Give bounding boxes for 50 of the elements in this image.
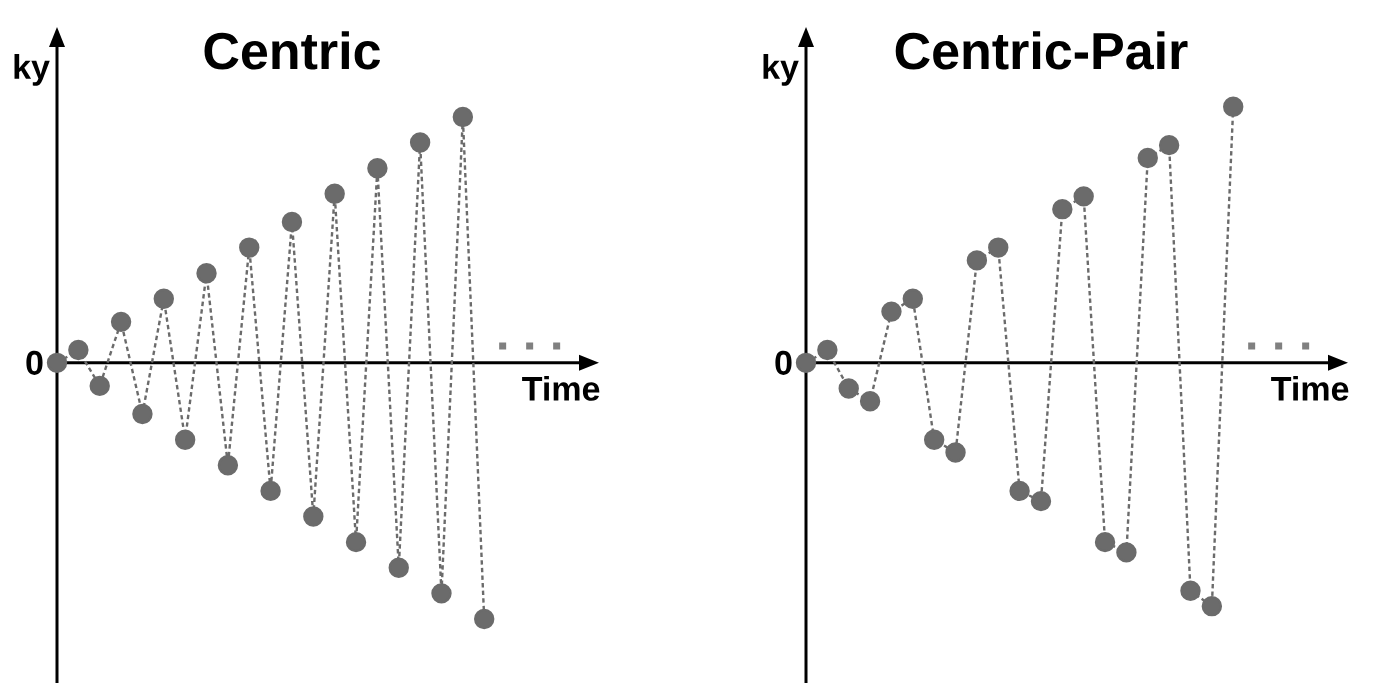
point <box>859 391 881 412</box>
point <box>1116 542 1137 563</box>
point <box>1180 580 1201 601</box>
point <box>388 557 409 578</box>
point <box>452 106 474 128</box>
point <box>68 339 89 361</box>
point <box>1009 480 1030 502</box>
point <box>474 608 495 630</box>
point <box>923 429 945 450</box>
point <box>239 237 260 258</box>
y-axis-title: ky <box>763 54 799 86</box>
point <box>174 429 196 450</box>
point <box>345 531 367 553</box>
y-axis-title: ky <box>14 54 50 86</box>
point <box>1158 134 1180 156</box>
text: 0 <box>775 350 792 375</box>
point <box>431 583 452 604</box>
point <box>1137 147 1158 169</box>
point <box>367 157 388 179</box>
point <box>281 211 303 233</box>
x-axis-title: Time <box>522 375 600 401</box>
point <box>881 301 902 322</box>
point <box>196 263 217 284</box>
point <box>89 375 110 397</box>
point <box>132 403 153 425</box>
point <box>817 339 838 361</box>
x-axis-title: Time <box>1271 375 1349 401</box>
point <box>1052 198 1073 220</box>
point <box>838 378 859 399</box>
point <box>988 237 1009 258</box>
point <box>1073 186 1094 207</box>
chart-title: Centric <box>204 31 381 70</box>
point <box>795 352 817 374</box>
point <box>945 442 966 463</box>
point <box>303 506 324 527</box>
point <box>1094 531 1116 553</box>
point <box>217 455 239 476</box>
point <box>966 250 988 271</box>
point <box>1030 490 1052 512</box>
point <box>46 352 68 374</box>
chart-title: Centric-Pair <box>895 31 1188 70</box>
point <box>324 183 345 204</box>
point <box>153 288 174 309</box>
point <box>409 132 431 153</box>
point <box>902 288 923 309</box>
text: 0 <box>26 350 43 375</box>
point <box>1223 96 1244 117</box>
point <box>110 311 132 333</box>
point <box>1201 595 1223 617</box>
point <box>260 480 281 502</box>
